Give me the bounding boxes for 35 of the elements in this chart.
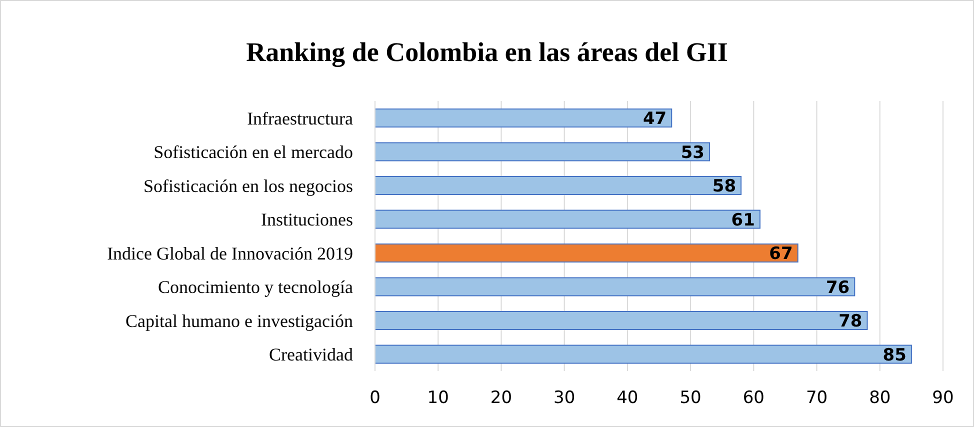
data-label: 76 bbox=[826, 278, 850, 298]
x-tick-label: 20 bbox=[490, 388, 512, 408]
y-tick-label: Infraestructura bbox=[247, 108, 354, 128]
y-tick-label: Sofisticación en el mercado bbox=[154, 142, 353, 162]
bar bbox=[375, 344, 912, 364]
x-tick-label: 0 bbox=[370, 388, 380, 408]
bar bbox=[375, 311, 868, 330]
y-tick-label: Conocimiento y tecnología bbox=[158, 277, 353, 298]
x-tick-label: 30 bbox=[554, 388, 576, 408]
data-label: 47 bbox=[642, 109, 667, 130]
y-tick-label: Creatividad bbox=[269, 344, 353, 365]
x-tick-label: 10 bbox=[427, 388, 449, 408]
bar bbox=[375, 176, 742, 195]
data-label: 67 bbox=[769, 244, 793, 264]
data-label: 53 bbox=[680, 142, 704, 163]
x-tick-label: 40 bbox=[616, 388, 638, 408]
y-tick-label: Capital humano e investigación bbox=[126, 310, 353, 331]
bar bbox=[375, 142, 710, 162]
bar bbox=[375, 108, 672, 128]
y-tick-label: Indice Global de Innovación 2019 bbox=[107, 243, 353, 264]
y-tick-label: Instituciones bbox=[261, 210, 353, 230]
x-tick-label: 90 bbox=[932, 388, 954, 408]
bar bbox=[375, 244, 798, 262]
x-tick-label: 50 bbox=[680, 388, 702, 408]
y-tick-label: Sofisticación en los negocios bbox=[144, 176, 353, 196]
data-label: 58 bbox=[712, 176, 736, 197]
x-tick-label: 70 bbox=[806, 388, 828, 408]
chart-title: Ranking de Colombia en las áreas del GII bbox=[245, 37, 729, 68]
data-label: 78 bbox=[838, 312, 862, 332]
bar bbox=[375, 277, 856, 296]
data-label: 61 bbox=[731, 210, 755, 230]
data-label: 85 bbox=[882, 345, 906, 366]
x-tick-label: 80 bbox=[869, 388, 891, 408]
x-tick-label: 60 bbox=[742, 388, 764, 408]
bar bbox=[375, 210, 760, 229]
